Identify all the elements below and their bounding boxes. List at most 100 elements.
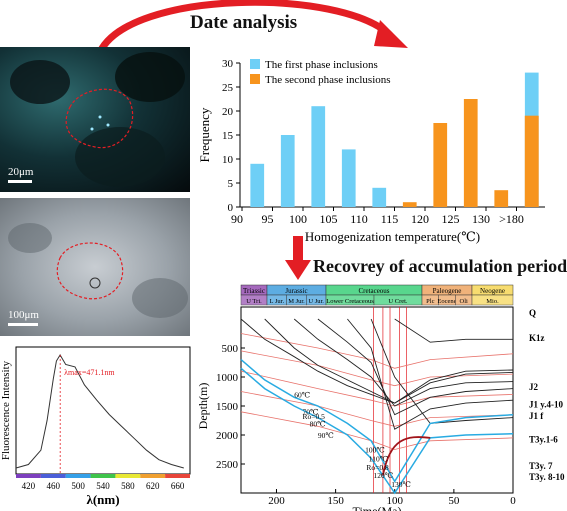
top-arrow	[96, 0, 408, 54]
x-tick-label: 130	[472, 212, 490, 226]
bar	[372, 187, 387, 207]
x-tick-label: 460	[47, 481, 61, 491]
scale-label: 20μm	[8, 166, 34, 178]
formation-label: J2	[529, 382, 539, 392]
isotherm-curve	[240, 411, 514, 450]
spectrum-bar	[40, 474, 66, 478]
y-tick-label: 1000	[216, 372, 239, 384]
x-tick-label: 500	[71, 481, 85, 491]
x-tick-label: 620	[146, 481, 160, 491]
burial-curve	[293, 318, 514, 407]
ro-label: Ro=0.5	[302, 412, 325, 421]
y-tick-label: 2000	[216, 430, 239, 442]
isotherm-label: 120℃	[373, 471, 393, 480]
y-tick-label: 25	[222, 82, 234, 94]
isotherm-label: 70℃	[302, 408, 318, 417]
isotherm-curve	[240, 391, 514, 427]
inclusion-photo-transmitted: 100μm	[0, 198, 190, 336]
x-tick-label: 100	[289, 212, 307, 226]
scale-bar	[8, 323, 38, 326]
isotherm-label: 130℃	[391, 480, 411, 489]
y-tick-label: 1500	[216, 401, 239, 413]
x-tick-label: >180	[499, 212, 524, 226]
epoch-label: L Jur.	[270, 298, 285, 305]
bar	[280, 135, 295, 207]
isotherm-label: 90℃	[318, 431, 334, 440]
legend-label: The first phase inclusions	[265, 59, 378, 71]
formation-label: J1 y.4-10	[529, 400, 564, 410]
x-tick-label: 95	[262, 212, 274, 226]
isotherm-label: 60℃	[294, 390, 310, 399]
x-axis-label: Homogenization temperature(℃)	[305, 229, 480, 244]
period-label: Paleogene	[433, 287, 462, 295]
ro-curve	[382, 436, 431, 476]
epoch-cell	[471, 294, 514, 306]
spectrum-bar	[65, 474, 91, 478]
heading-date-analysis: Date analysis	[190, 12, 298, 33]
y-tick-label: 0	[228, 202, 234, 214]
bar	[402, 202, 417, 207]
bar	[463, 99, 478, 207]
period-label: Triassic	[243, 287, 265, 295]
bar	[250, 163, 265, 207]
spectrum-bar	[165, 474, 190, 478]
plot-frame	[240, 306, 514, 494]
formation-label: T3y. 8-10	[529, 472, 565, 482]
plot-frame	[15, 346, 191, 475]
period-label: Cretaceous	[358, 287, 389, 295]
highlight-curve	[240, 367, 514, 495]
legend-swatch	[250, 59, 260, 69]
isotherm-label: 100℃	[365, 445, 385, 454]
isotherm-label: 80℃	[310, 419, 326, 428]
y-axis-label: Depth(m)	[196, 383, 210, 430]
isotherm-curve	[240, 333, 514, 369]
legend-label: The second phase inclusions	[265, 74, 391, 86]
isotherm-label: 110℃	[369, 455, 388, 464]
scale-label: 100μm	[8, 309, 39, 321]
x-tick-label: 540	[96, 481, 110, 491]
formation-label: T3y.1-6	[529, 434, 558, 444]
legend-swatch	[250, 74, 260, 84]
bar	[433, 123, 448, 207]
isotherm-curve	[240, 370, 514, 407]
x-tick-label: 90	[231, 212, 243, 226]
y-tick-label: 15	[222, 130, 234, 142]
x-tick-label: 200	[268, 495, 285, 507]
formation-label: T3y. 7	[529, 461, 553, 471]
ro-label: Ro=0.8	[366, 463, 389, 472]
burial-curve	[347, 318, 514, 430]
y-axis-label: Fluorescence Intensity	[0, 360, 12, 460]
spectrum-bar	[16, 474, 41, 478]
spectrum-bar	[115, 474, 141, 478]
y-tick-label: 10	[222, 154, 234, 166]
burial-curve	[394, 318, 513, 343]
epoch-label: Lower Cretaceous	[326, 298, 374, 305]
x-tick-label: 660	[171, 481, 185, 491]
inclusion-photo-fluorescence: 20μm	[0, 47, 190, 192]
bar	[341, 149, 356, 207]
x-tick-label: 50	[448, 495, 460, 507]
y-tick-label: 30	[222, 58, 234, 70]
epoch-label: Eocene	[437, 298, 456, 305]
x-tick-label: 105	[320, 212, 338, 226]
y-tick-label: 500	[222, 343, 239, 355]
burial-curve	[370, 318, 514, 424]
x-tick-label: 580	[121, 481, 135, 491]
formation-label: J1 f	[529, 411, 544, 421]
y-tick-label: 5	[228, 178, 234, 190]
period-label: Neogene	[480, 287, 505, 295]
epoch-label: U Jur.	[308, 298, 324, 305]
burial-curve	[240, 318, 514, 404]
formation-label: K1z	[529, 333, 545, 343]
peak-label: λmax=471.1nm	[64, 368, 115, 377]
x-tick-label: 115	[381, 212, 399, 226]
spectrum-line	[15, 354, 184, 469]
bar	[311, 106, 326, 207]
period-label: Jurassic	[285, 287, 307, 295]
x-axis-label: λ(nm)	[86, 492, 119, 507]
y-axis-label: Frequency	[197, 107, 212, 162]
bar	[494, 190, 509, 207]
scale-bar	[8, 180, 32, 183]
epoch-label: Plc	[426, 298, 434, 305]
